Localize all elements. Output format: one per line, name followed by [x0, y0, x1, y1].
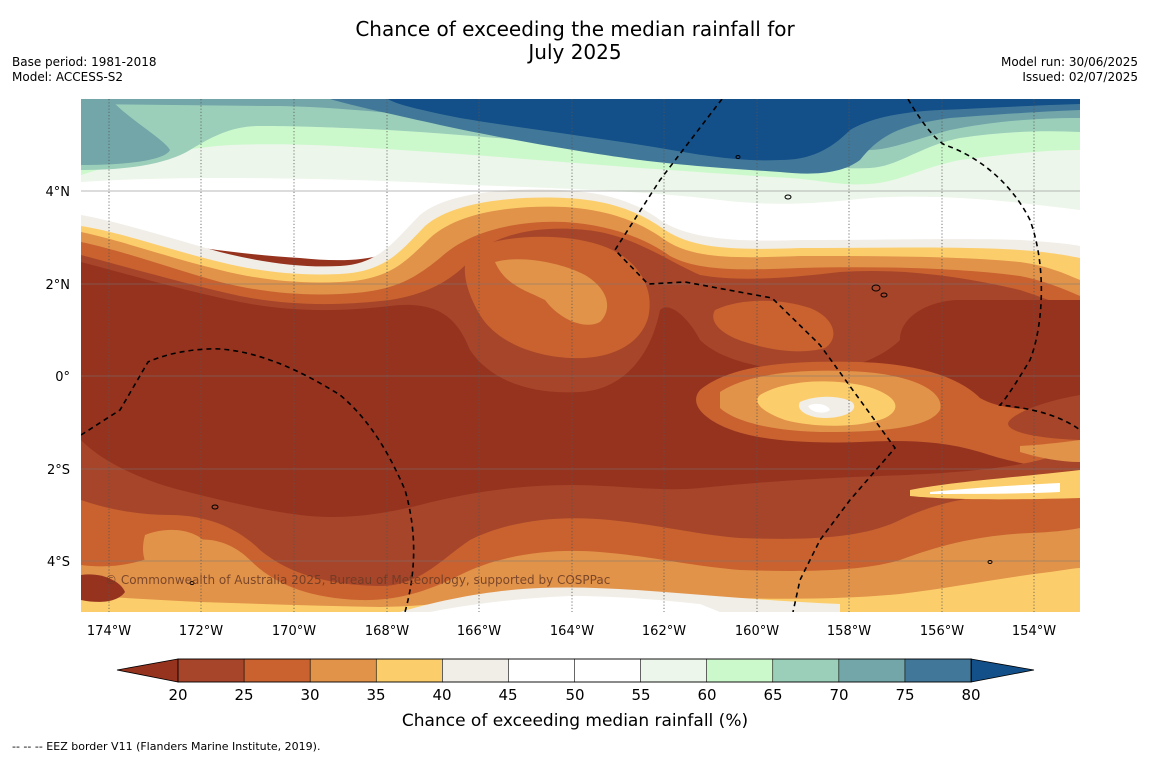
lat-label: 0° — [55, 370, 70, 385]
colorbar-segment — [442, 658, 510, 683]
title-line2: July 2025 — [528, 40, 622, 64]
longitude-labels: 174°W 172°W 170°W 168°W 166°W 164°W 162°… — [87, 624, 1056, 639]
island-d — [211, 504, 219, 510]
pool-white-east — [808, 403, 830, 413]
colorbar-segment — [375, 658, 444, 683]
copyright-notice: © Commonwealth of Australia 2025, Bureau… — [105, 573, 610, 587]
island-b — [871, 284, 881, 292]
band-south-yellow — [81, 568, 1080, 612]
lat-label: 2°N — [46, 278, 71, 293]
title-line1: Chance of exceeding the median rainfall … — [355, 17, 795, 41]
band-south-orange — [81, 528, 1080, 612]
model-name: Model: ACCESS-S2 — [12, 70, 124, 84]
colorbar-tick: 80 — [961, 686, 980, 704]
lon-label: 160°W — [735, 624, 779, 639]
graticule-parallels — [81, 190, 1080, 562]
lat-label: 2°S — [47, 463, 70, 478]
band-tealbay-west — [81, 99, 170, 165]
colorbar-segment — [574, 658, 642, 683]
eez-border-east — [907, 99, 1080, 431]
colorbar-segment — [706, 658, 774, 683]
colorbar: 20 25 30 35 40 45 50 55 60 65 70 75 80 C… — [116, 658, 1035, 731]
lon-label: 174°W — [87, 624, 131, 639]
colorbar-tick: 45 — [498, 686, 517, 704]
colorbar-tick: 65 — [763, 686, 782, 704]
colorbar-under-arrow — [116, 658, 179, 683]
band-darkblue-north — [388, 99, 1080, 161]
colorbar-ticks: 20 25 30 35 40 45 50 55 60 65 70 75 80 — [168, 686, 980, 704]
colorbar-segment — [243, 658, 311, 683]
base-period: Base period: 1981-2018 — [12, 55, 157, 69]
lon-label: 164°W — [550, 624, 594, 639]
colorbar-segment — [508, 658, 576, 683]
colorbar-segment — [309, 658, 378, 683]
lon-label: 162°W — [642, 624, 686, 639]
colorbar-segment — [838, 658, 906, 683]
rainfall-map: © Commonwealth of Australia 2025, Bureau… — [81, 99, 1080, 612]
colorbar-tick: 30 — [300, 686, 319, 704]
lon-label: 168°W — [365, 624, 409, 639]
colorbar-segment — [772, 658, 840, 683]
colorbar-tick: 35 — [366, 686, 385, 704]
latitude-labels: 4°N 2°N 0° 2°S 4°S — [46, 185, 71, 570]
island-e — [189, 581, 195, 585]
chart-title: Chance of exceeding the median rainfall … — [0, 18, 1150, 64]
eez-borders — [81, 99, 1080, 612]
islands — [189, 155, 993, 585]
streak-east-white — [930, 483, 1060, 494]
band-south-white — [430, 596, 720, 612]
meta-right: Model run: 30/06/2025 Issued: 02/07/2025 — [1001, 55, 1138, 85]
lon-label: 166°W — [457, 624, 501, 639]
colorbar-tick: 70 — [829, 686, 848, 704]
pool-southwest-dark — [81, 574, 125, 602]
island-a — [784, 194, 792, 200]
island-f — [987, 560, 993, 564]
colorbar-tick: 20 — [168, 686, 187, 704]
pool-lightorange-center — [495, 259, 608, 325]
model-run: Model run: 30/06/2025 — [1000, 55, 1138, 69]
lat-label: 4°N — [46, 185, 71, 200]
streak-east-orange — [1020, 440, 1080, 462]
lon-label: 154°W — [1012, 624, 1056, 639]
colorbar-segment — [904, 658, 972, 683]
lon-label: 156°W — [920, 624, 964, 639]
lat-label: 4°S — [47, 555, 70, 570]
eez-border-west — [81, 348, 415, 612]
pool-rust-east — [1008, 395, 1080, 440]
colorbar-outline — [177, 658, 972, 683]
pool-southwest-orange — [143, 529, 213, 580]
eez-border-central — [613, 99, 897, 612]
issued-date: Issued: 02/07/2025 — [1022, 70, 1138, 84]
colorbar-segment — [177, 658, 245, 683]
island-c — [880, 292, 888, 298]
lon-label: 170°W — [272, 624, 316, 639]
colorbar-segments — [177, 658, 972, 683]
eez-footnote: -- -- -- EEZ border V11 (Flanders Marine… — [12, 740, 321, 753]
graticule-meridians — [108, 99, 1035, 612]
meta-left: Base period: 1981-2018 Model: ACCESS-S2 — [12, 55, 157, 85]
colorbar-tick: 75 — [895, 686, 914, 704]
pool-orange-mid — [713, 300, 834, 352]
lon-label: 172°W — [179, 624, 223, 639]
colorbar-over-arrow — [970, 658, 1035, 683]
colorbar-segment — [640, 658, 708, 683]
colorbar-tick: 55 — [631, 686, 650, 704]
colorbar-tick: 40 — [432, 686, 451, 704]
island-g — [735, 155, 741, 159]
lon-label: 158°W — [827, 624, 871, 639]
colorbar-tick: 50 — [565, 686, 584, 704]
colorbar-title: Chance of exceeding median rainfall (%) — [402, 711, 748, 731]
colorbar-tick: 25 — [234, 686, 253, 704]
colorbar-tick: 60 — [697, 686, 716, 704]
